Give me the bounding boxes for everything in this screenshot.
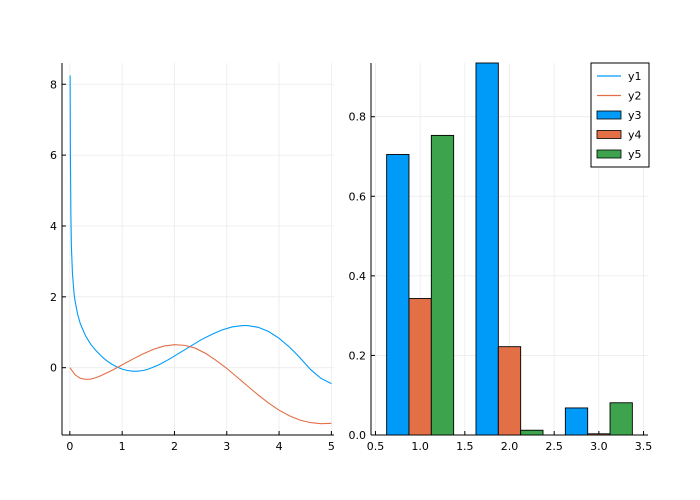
- left-y-tick-label: 8: [50, 78, 57, 91]
- legend-label-y2: y2: [628, 90, 642, 103]
- right-x-tick-label: 0.5: [367, 440, 385, 453]
- left-x-tick-label: 4: [276, 440, 283, 453]
- left-line-chart: 0 1 2 3 4 5 0 2 4 6 8: [50, 63, 335, 453]
- left-x-tick-label: 5: [328, 440, 335, 453]
- legend-swatch-y4: [596, 130, 622, 139]
- bar-y4: [408, 298, 432, 436]
- legend: y1 y2 y3 y4 y5: [590, 62, 650, 168]
- bar-y4: [587, 433, 611, 436]
- right-y-tick-label: 0.6: [349, 190, 367, 203]
- right-y-tick-label: 0.0: [349, 429, 367, 442]
- right-x-tick-label: 1.0: [411, 440, 429, 453]
- right-x-tick-label: 2.5: [545, 440, 563, 453]
- bar-y3: [564, 407, 589, 436]
- left-x-tick-label: 2: [171, 440, 178, 453]
- bar-y5: [609, 402, 633, 436]
- bar-y5: [430, 134, 455, 436]
- left-y-tick-label: 0: [50, 362, 57, 375]
- bar-y3: [386, 154, 410, 436]
- series-y1-line: [69, 75, 332, 385]
- bar-y3: [475, 62, 499, 436]
- right-x-tick-label: 3.0: [590, 440, 608, 453]
- bar-y4: [497, 346, 522, 436]
- bar-y5: [520, 429, 544, 436]
- legend-swatch-y3: [596, 110, 622, 120]
- right-x-tick-label: 2.0: [501, 440, 519, 453]
- legend-label-y5: y5: [628, 148, 642, 161]
- legend-label-y3: y3: [628, 109, 642, 122]
- right-x-tick-label: 3.5: [635, 440, 653, 453]
- right-y-tick-label: 0.2: [349, 349, 367, 362]
- left-y-tick-label: 4: [50, 220, 57, 233]
- left-x-tick-label: 3: [223, 440, 230, 453]
- left-x-tick-label: 0: [66, 440, 73, 453]
- left-y-tick-label: 6: [50, 149, 57, 162]
- right-x-tick-label: 1.5: [456, 440, 474, 453]
- right-bar-chart: 0.5 1.0 1.5 2.0 2.5 3.0 3.5 0.0 0.2 0.4 0.6 0.8: [349, 62, 653, 453]
- right-y-tick-label: 0.4: [349, 270, 367, 283]
- right-y-tick-label: 0.8: [349, 111, 367, 124]
- legend-swatch-y5: [596, 149, 622, 159]
- legend-label-y4: y4: [628, 129, 642, 142]
- legend-label-y1: y1: [628, 70, 642, 83]
- left-x-tick-label: 1: [119, 440, 126, 453]
- left-y-tick-label: 2: [50, 291, 57, 304]
- series-y2-line: [69, 344, 332, 425]
